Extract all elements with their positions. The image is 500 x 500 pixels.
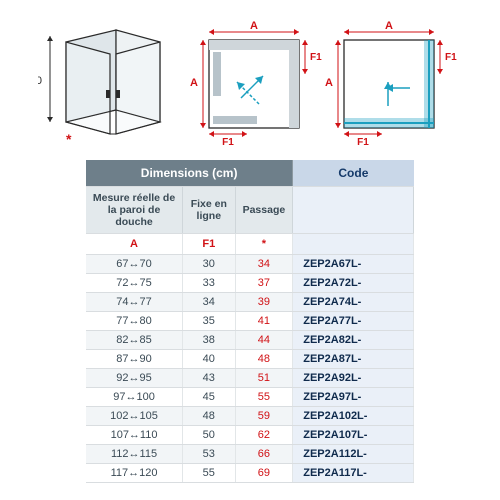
diagram-area: 200 * A A xyxy=(38,18,458,148)
cell-code: ZEP2A82L- xyxy=(293,331,414,350)
cell-passage: 34 xyxy=(235,255,293,274)
symbol-f1: F1 xyxy=(183,234,235,255)
table-row: 82↔853844ZEP2A82L- xyxy=(86,331,414,350)
cell-f1: 40 xyxy=(183,350,235,369)
cell-code: ZEP2A102L- xyxy=(293,407,414,426)
dimensions-group-header: Dimensions (cm) xyxy=(86,160,293,187)
cell-passage: 37 xyxy=(235,274,293,293)
height-label: 200 xyxy=(38,75,42,87)
cell-f1: 34 xyxy=(183,293,235,312)
cell-f1: 50 xyxy=(183,426,235,445)
table-row: 74↔773439ZEP2A74L- xyxy=(86,293,414,312)
cell-a: 82↔85 xyxy=(86,331,183,350)
cell-code: ZEP2A74L- xyxy=(293,293,414,312)
cell-a: 87↔90 xyxy=(86,350,183,369)
cell-passage: 44 xyxy=(235,331,293,350)
table-row: 67↔703034ZEP2A67L- xyxy=(86,255,414,274)
cell-passage: 59 xyxy=(235,407,293,426)
dimensions-table-wrap: Dimensions (cm) Code Mesure réelle de la… xyxy=(86,160,414,483)
table-body: 67↔703034ZEP2A67L-72↔753337ZEP2A72L-74↔7… xyxy=(86,255,414,483)
cell-code: ZEP2A87L- xyxy=(293,350,414,369)
cell-code: ZEP2A77L- xyxy=(293,312,414,331)
cell-code: ZEP2A97L- xyxy=(293,388,414,407)
cell-f1: 35 xyxy=(183,312,235,331)
cell-a: 67↔70 xyxy=(86,255,183,274)
technical-diagrams-svg: 200 * A A xyxy=(38,18,458,148)
table-row: 117↔1205569ZEP2A117L- xyxy=(86,464,414,483)
cell-passage: 48 xyxy=(235,350,293,369)
cell-f1: 45 xyxy=(183,388,235,407)
symbol-star: * xyxy=(235,234,293,255)
cell-passage: 41 xyxy=(235,312,293,331)
cell-passage: 66 xyxy=(235,445,293,464)
star-icon: * xyxy=(66,131,72,147)
subheader-measure: Mesure réelle de la paroi de douche xyxy=(86,187,183,234)
cell-passage: 39 xyxy=(235,293,293,312)
svg-text:A: A xyxy=(250,20,258,32)
cell-f1: 53 xyxy=(183,445,235,464)
svg-text:F1: F1 xyxy=(445,52,457,63)
cell-passage: 51 xyxy=(235,369,293,388)
code-group-header: Code xyxy=(293,160,414,187)
cell-a: 77↔80 xyxy=(86,312,183,331)
table-row: 102↔1054859ZEP2A102L- xyxy=(86,407,414,426)
cell-f1: 48 xyxy=(183,407,235,426)
table-row: 77↔803541ZEP2A77L- xyxy=(86,312,414,331)
subheader-fixe: Fixe en ligne xyxy=(183,187,235,234)
cell-f1: 55 xyxy=(183,464,235,483)
iso-diagram: 200 * xyxy=(38,30,160,147)
cell-f1: 38 xyxy=(183,331,235,350)
cell-code: ZEP2A117L- xyxy=(293,464,414,483)
cell-f1: 30 xyxy=(183,255,235,274)
cell-code: ZEP2A107L- xyxy=(293,426,414,445)
table-row: 87↔904048ZEP2A87L- xyxy=(86,350,414,369)
subheader-passage: Passage xyxy=(235,187,293,234)
table-row: 92↔954351ZEP2A92L- xyxy=(86,369,414,388)
svg-text:A: A xyxy=(325,77,333,89)
cell-code: ZEP2A92L- xyxy=(293,369,414,388)
cell-code: ZEP2A67L- xyxy=(293,255,414,274)
cell-passage: 62 xyxy=(235,426,293,445)
cell-f1: 33 xyxy=(183,274,235,293)
cell-passage: 55 xyxy=(235,388,293,407)
cell-a: 117↔120 xyxy=(86,464,183,483)
cell-a: 97↔100 xyxy=(86,388,183,407)
svg-text:F1: F1 xyxy=(222,137,234,148)
plan-diagram-1: A A F1 xyxy=(190,20,322,148)
cell-code: ZEP2A112L- xyxy=(293,445,414,464)
cell-passage: 69 xyxy=(235,464,293,483)
subheader-code-blank xyxy=(293,187,414,234)
table-row: 72↔753337ZEP2A72L- xyxy=(86,274,414,293)
cell-a: 92↔95 xyxy=(86,369,183,388)
cell-f1: 43 xyxy=(183,369,235,388)
cell-a: 74↔77 xyxy=(86,293,183,312)
table-row: 97↔1004555ZEP2A97L- xyxy=(86,388,414,407)
dimensions-table: Dimensions (cm) Code Mesure réelle de la… xyxy=(86,160,414,483)
symbol-code-blank xyxy=(293,234,414,255)
cell-code: ZEP2A72L- xyxy=(293,274,414,293)
cell-a: 102↔105 xyxy=(86,407,183,426)
svg-text:A: A xyxy=(385,20,393,32)
cell-a: 112↔115 xyxy=(86,445,183,464)
plan-diagram-2: A A F1 F1 xyxy=(325,20,457,148)
cell-a: 72↔75 xyxy=(86,274,183,293)
cell-a: 107↔110 xyxy=(86,426,183,445)
table-row: 107↔1105062ZEP2A107L- xyxy=(86,426,414,445)
svg-text:F1: F1 xyxy=(310,52,322,63)
svg-text:F1: F1 xyxy=(357,137,369,148)
svg-text:A: A xyxy=(190,77,198,89)
table-row: 112↔1155366ZEP2A112L- xyxy=(86,445,414,464)
symbol-a: A xyxy=(86,234,183,255)
